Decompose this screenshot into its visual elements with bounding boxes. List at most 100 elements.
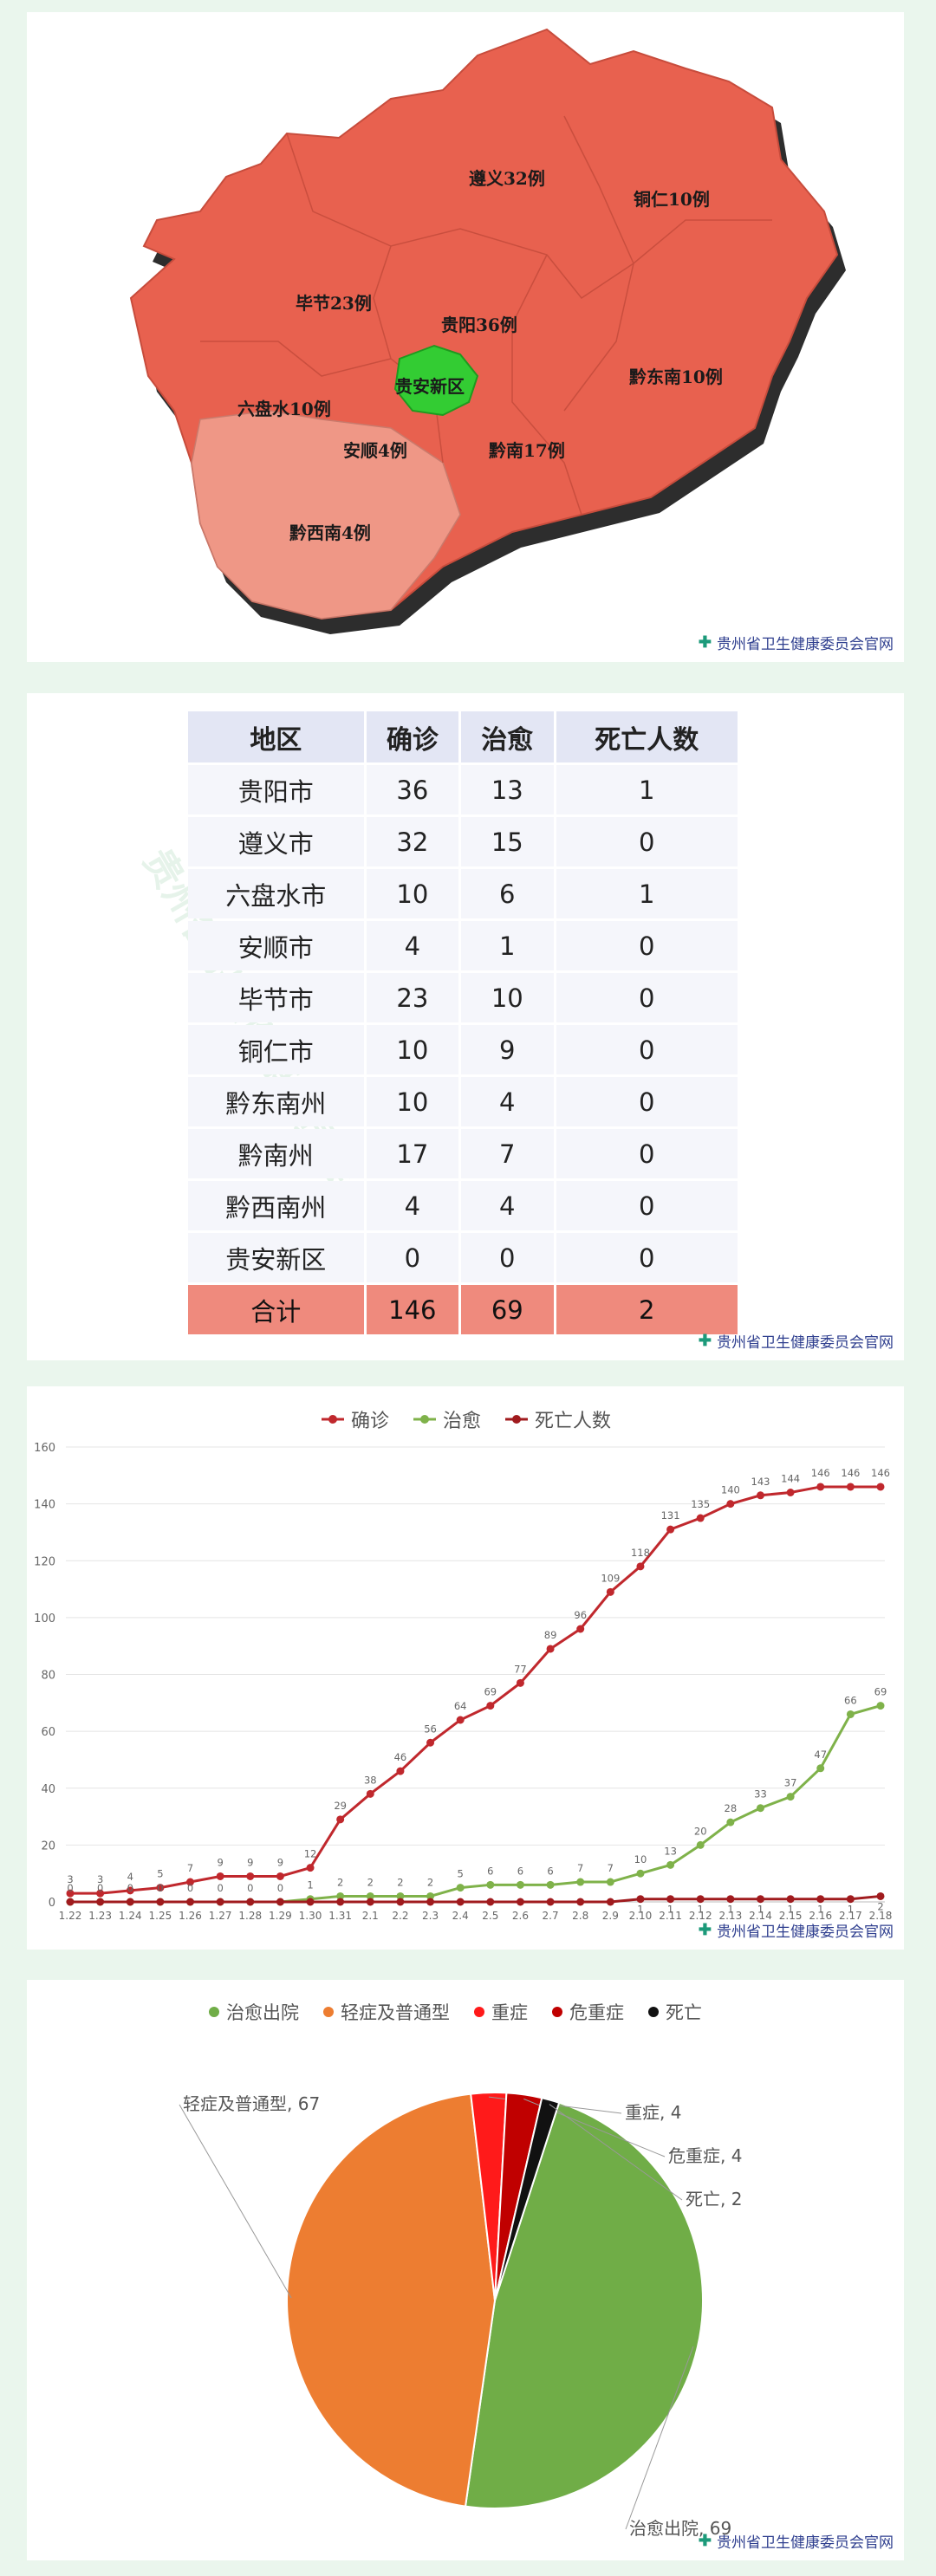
data-point xyxy=(666,1860,675,1869)
data-point xyxy=(336,1898,345,1906)
data-point xyxy=(456,1716,465,1724)
data-label: 1 xyxy=(667,1904,673,1916)
label-qiandongnan: 黔东南10例 xyxy=(629,367,723,387)
table-cell: 69 xyxy=(461,1285,554,1334)
data-point xyxy=(636,1895,645,1904)
table-cell: 10 xyxy=(366,1077,459,1126)
label-tongren: 铜仁10例 xyxy=(634,189,710,210)
legend-swatch xyxy=(648,2007,659,2017)
x-tick-label: 2.1 xyxy=(362,1910,379,1922)
table-cell: 13 xyxy=(461,765,554,814)
data-label: 46 xyxy=(394,1751,407,1763)
x-tick-label: 2.5 xyxy=(482,1910,498,1922)
pie-credit: ✚ 贵州省卫生健康委员会官网 xyxy=(698,2532,894,2552)
data-label: 29 xyxy=(334,1800,347,1812)
legend-swatch xyxy=(474,2007,484,2017)
data-point xyxy=(726,1500,735,1509)
table-row: 遵义市 32 15 0 xyxy=(188,817,738,866)
series-line xyxy=(70,1485,881,1895)
y-tick-label: 100 xyxy=(34,1612,55,1625)
x-tick-label: 1.23 xyxy=(88,1910,112,1922)
data-point xyxy=(66,1889,75,1898)
data-label: 2 xyxy=(337,1876,343,1888)
legend-swatch xyxy=(552,2007,562,2017)
data-point xyxy=(786,1793,795,1801)
x-tick-label: 1.26 xyxy=(179,1910,202,1922)
table-cell: 10 xyxy=(366,869,459,918)
data-label: 0 xyxy=(127,1882,133,1894)
data-label: 146 xyxy=(871,1467,890,1479)
data-label: 7 xyxy=(187,1862,193,1874)
data-point xyxy=(366,1789,374,1798)
x-tick-label: 2.11 xyxy=(659,1910,682,1922)
table-row: 贵安新区 0 0 0 xyxy=(188,1233,738,1282)
data-point xyxy=(876,1702,885,1710)
data-label: 118 xyxy=(631,1547,650,1559)
data-point xyxy=(846,1895,855,1904)
data-label: 9 xyxy=(277,1856,283,1868)
data-label: 38 xyxy=(364,1774,377,1786)
legend-item-cured: 治愈 xyxy=(413,1405,481,1433)
header-cell: 地区 xyxy=(188,711,364,762)
data-point xyxy=(786,1489,795,1496)
table-cell: 17 xyxy=(366,1129,459,1178)
data-point xyxy=(246,1872,255,1880)
data-point xyxy=(276,1872,284,1880)
label-anshun: 安顺4例 xyxy=(343,440,407,461)
x-tick-label: 2.3 xyxy=(422,1910,439,1922)
legend-swatch xyxy=(323,2007,334,2017)
data-point xyxy=(216,1872,224,1880)
y-tick-label: 120 xyxy=(34,1555,55,1568)
label-liupanshui: 六盘水10例 xyxy=(237,399,331,419)
x-tick-label: 2.2 xyxy=(392,1910,408,1922)
legend-item: 重症 xyxy=(474,1999,528,2025)
x-tick-label: 1.25 xyxy=(149,1910,172,1922)
slice-label: 治愈出院, 69 xyxy=(629,2518,731,2539)
data-point xyxy=(696,1840,705,1849)
table-cell: 1 xyxy=(461,921,554,970)
data-label: 2 xyxy=(367,1876,374,1888)
data-point xyxy=(366,1891,374,1900)
data-point xyxy=(516,1898,524,1906)
table-cell: 贵安新区 xyxy=(188,1233,364,1282)
table-cell: 9 xyxy=(461,1025,554,1074)
table-row: 黔南州 17 7 0 xyxy=(188,1129,738,1178)
x-tick-label: 2.15 xyxy=(779,1910,803,1922)
data-label: 7 xyxy=(608,1862,614,1874)
header-cell: 确诊 xyxy=(366,711,459,762)
pie-slice xyxy=(494,2097,561,2301)
data-point xyxy=(696,1514,705,1522)
table-header-row: 地区 确诊 治愈 死亡人数 xyxy=(188,711,738,762)
pie-chart: 治愈出院, 69 轻症及普通型, 67 重症, 4 危重症, 4 死亡, 2 xyxy=(179,2092,742,2539)
data-point xyxy=(396,1891,405,1900)
data-label: 135 xyxy=(691,1498,710,1510)
health-cross-icon: ✚ xyxy=(698,2532,712,2550)
table-cell: 1 xyxy=(556,869,738,918)
line-legend: 确诊 治愈 死亡人数 xyxy=(322,1405,611,1433)
series-line xyxy=(70,1894,881,1904)
data-point xyxy=(546,1645,555,1653)
data-label: 56 xyxy=(424,1723,437,1735)
data-label: 0 xyxy=(217,1882,223,1894)
data-point xyxy=(396,1767,405,1775)
y-tick-label: 80 xyxy=(41,1670,55,1683)
table-cell: 0 xyxy=(461,1233,554,1282)
data-label: 144 xyxy=(781,1473,800,1485)
slice-label: 重症, 4 xyxy=(625,2102,681,2123)
table-cell: 黔西南州 xyxy=(188,1181,364,1230)
data-point xyxy=(336,1815,345,1824)
region-qianxinan xyxy=(191,410,461,620)
data-label: 109 xyxy=(601,1572,620,1584)
data-point xyxy=(606,1898,614,1906)
pie-legend: 治愈出院 轻症及普通型 重症 危重症 死亡 xyxy=(209,1999,702,2025)
table-cell: 合计 xyxy=(188,1285,364,1334)
leader-line xyxy=(549,2104,683,2201)
table-cell: 黔东南州 xyxy=(188,1077,364,1126)
table-cell: 铜仁市 xyxy=(188,1025,364,1074)
data-label: 64 xyxy=(454,1700,467,1712)
data-point xyxy=(816,1764,825,1773)
table-cell: 2 xyxy=(556,1285,738,1334)
x-tick-label: 2.4 xyxy=(452,1910,469,1922)
legend-item: 危重症 xyxy=(552,1999,624,2025)
data-label: 6 xyxy=(547,1865,553,1877)
